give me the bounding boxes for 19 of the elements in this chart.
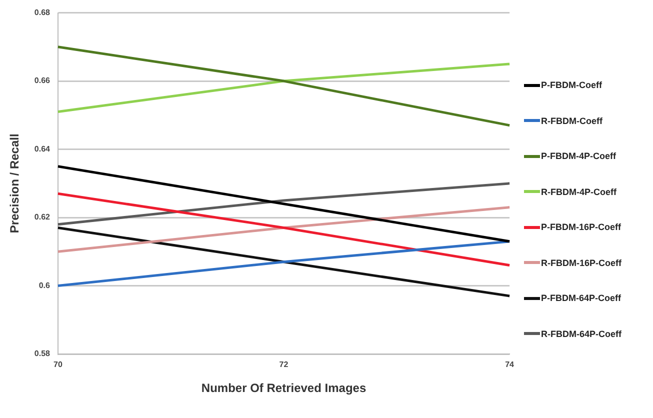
legend-label: P-FBDM-4P-Coeff [541,151,616,161]
y-tick-label: 0.62 [34,212,51,222]
x-tick-label: 72 [279,360,289,370]
x-tick-label: 70 [54,360,63,370]
y-tick-label: 0.68 [34,8,51,18]
x-axis-title: Number Of Retrieved Images [201,381,366,396]
legend-label: P-FBDM-16P-Coeff [541,222,621,232]
y-tick-label: 0.6 [38,280,51,290]
legend-label: R-FBDM-Coeff [541,116,602,126]
y-tick-label: 0.58 [34,349,51,358]
y-tick-label: 0.66 [34,76,51,86]
y-axis-title: Precision / Recall [8,134,22,234]
legend-label: R-FBDM-64P-Coeff [541,328,622,338]
y-tick-label: 0.64 [34,144,51,154]
x-tick-label: 74 [505,360,515,370]
legend-label: P-FBDM-Coeff [541,80,602,90]
legend-label: P-FBDM-64P-Coeff [541,293,621,303]
legend-label: R-FBDM-16P-Coeff [541,258,622,268]
legend-label: R-FBDM-4P-Coeff [541,186,616,196]
